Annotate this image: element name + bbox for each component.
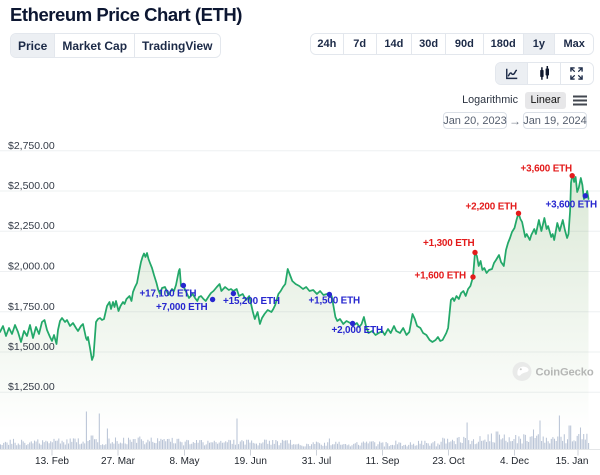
svg-text:$2,250.00: $2,250.00	[8, 220, 55, 232]
svg-text:27. Mar: 27. Mar	[101, 456, 136, 467]
svg-text:$1,500.00: $1,500.00	[8, 341, 55, 353]
svg-text:23. Oct: 23. Oct	[432, 456, 464, 467]
svg-text:$2,000.00: $2,000.00	[8, 261, 55, 273]
svg-text:15. Jan: 15. Jan	[556, 456, 589, 467]
svg-text:13. Feb: 13. Feb	[35, 456, 69, 467]
svg-text:+2,000 ETH: +2,000 ETH	[332, 325, 383, 336]
svg-text:$1,250.00: $1,250.00	[8, 381, 55, 393]
svg-text:CoinGecko: CoinGecko	[536, 367, 594, 379]
svg-text:$1,750.00: $1,750.00	[8, 301, 55, 313]
svg-text:8. May: 8. May	[169, 456, 199, 467]
svg-text:+1,600 ETH: +1,600 ETH	[415, 270, 466, 281]
svg-text:+15,200 ETH: +15,200 ETH	[223, 296, 280, 307]
svg-text:4. Dec: 4. Dec	[500, 456, 529, 467]
svg-text:19. Jun: 19. Jun	[234, 456, 267, 467]
svg-text:+17,100 ETH: +17,100 ETH	[140, 289, 197, 300]
svg-text:+3,600 ETH: +3,600 ETH	[521, 164, 572, 175]
svg-text:+3,600 ETH: +3,600 ETH	[546, 199, 597, 210]
svg-text:31. Jul: 31. Jul	[302, 456, 331, 467]
svg-text:+7,000 ETH: +7,000 ETH	[156, 302, 207, 313]
svg-text:$2,500.00: $2,500.00	[8, 180, 55, 192]
svg-text:11. Sep: 11. Sep	[366, 456, 400, 467]
svg-text:+1,500 ETH: +1,500 ETH	[309, 296, 360, 307]
svg-text:+2,200 ETH: +2,200 ETH	[466, 201, 517, 212]
svg-text:+1,300 ETH: +1,300 ETH	[423, 238, 474, 249]
svg-text:$2,750.00: $2,750.00	[8, 140, 55, 152]
